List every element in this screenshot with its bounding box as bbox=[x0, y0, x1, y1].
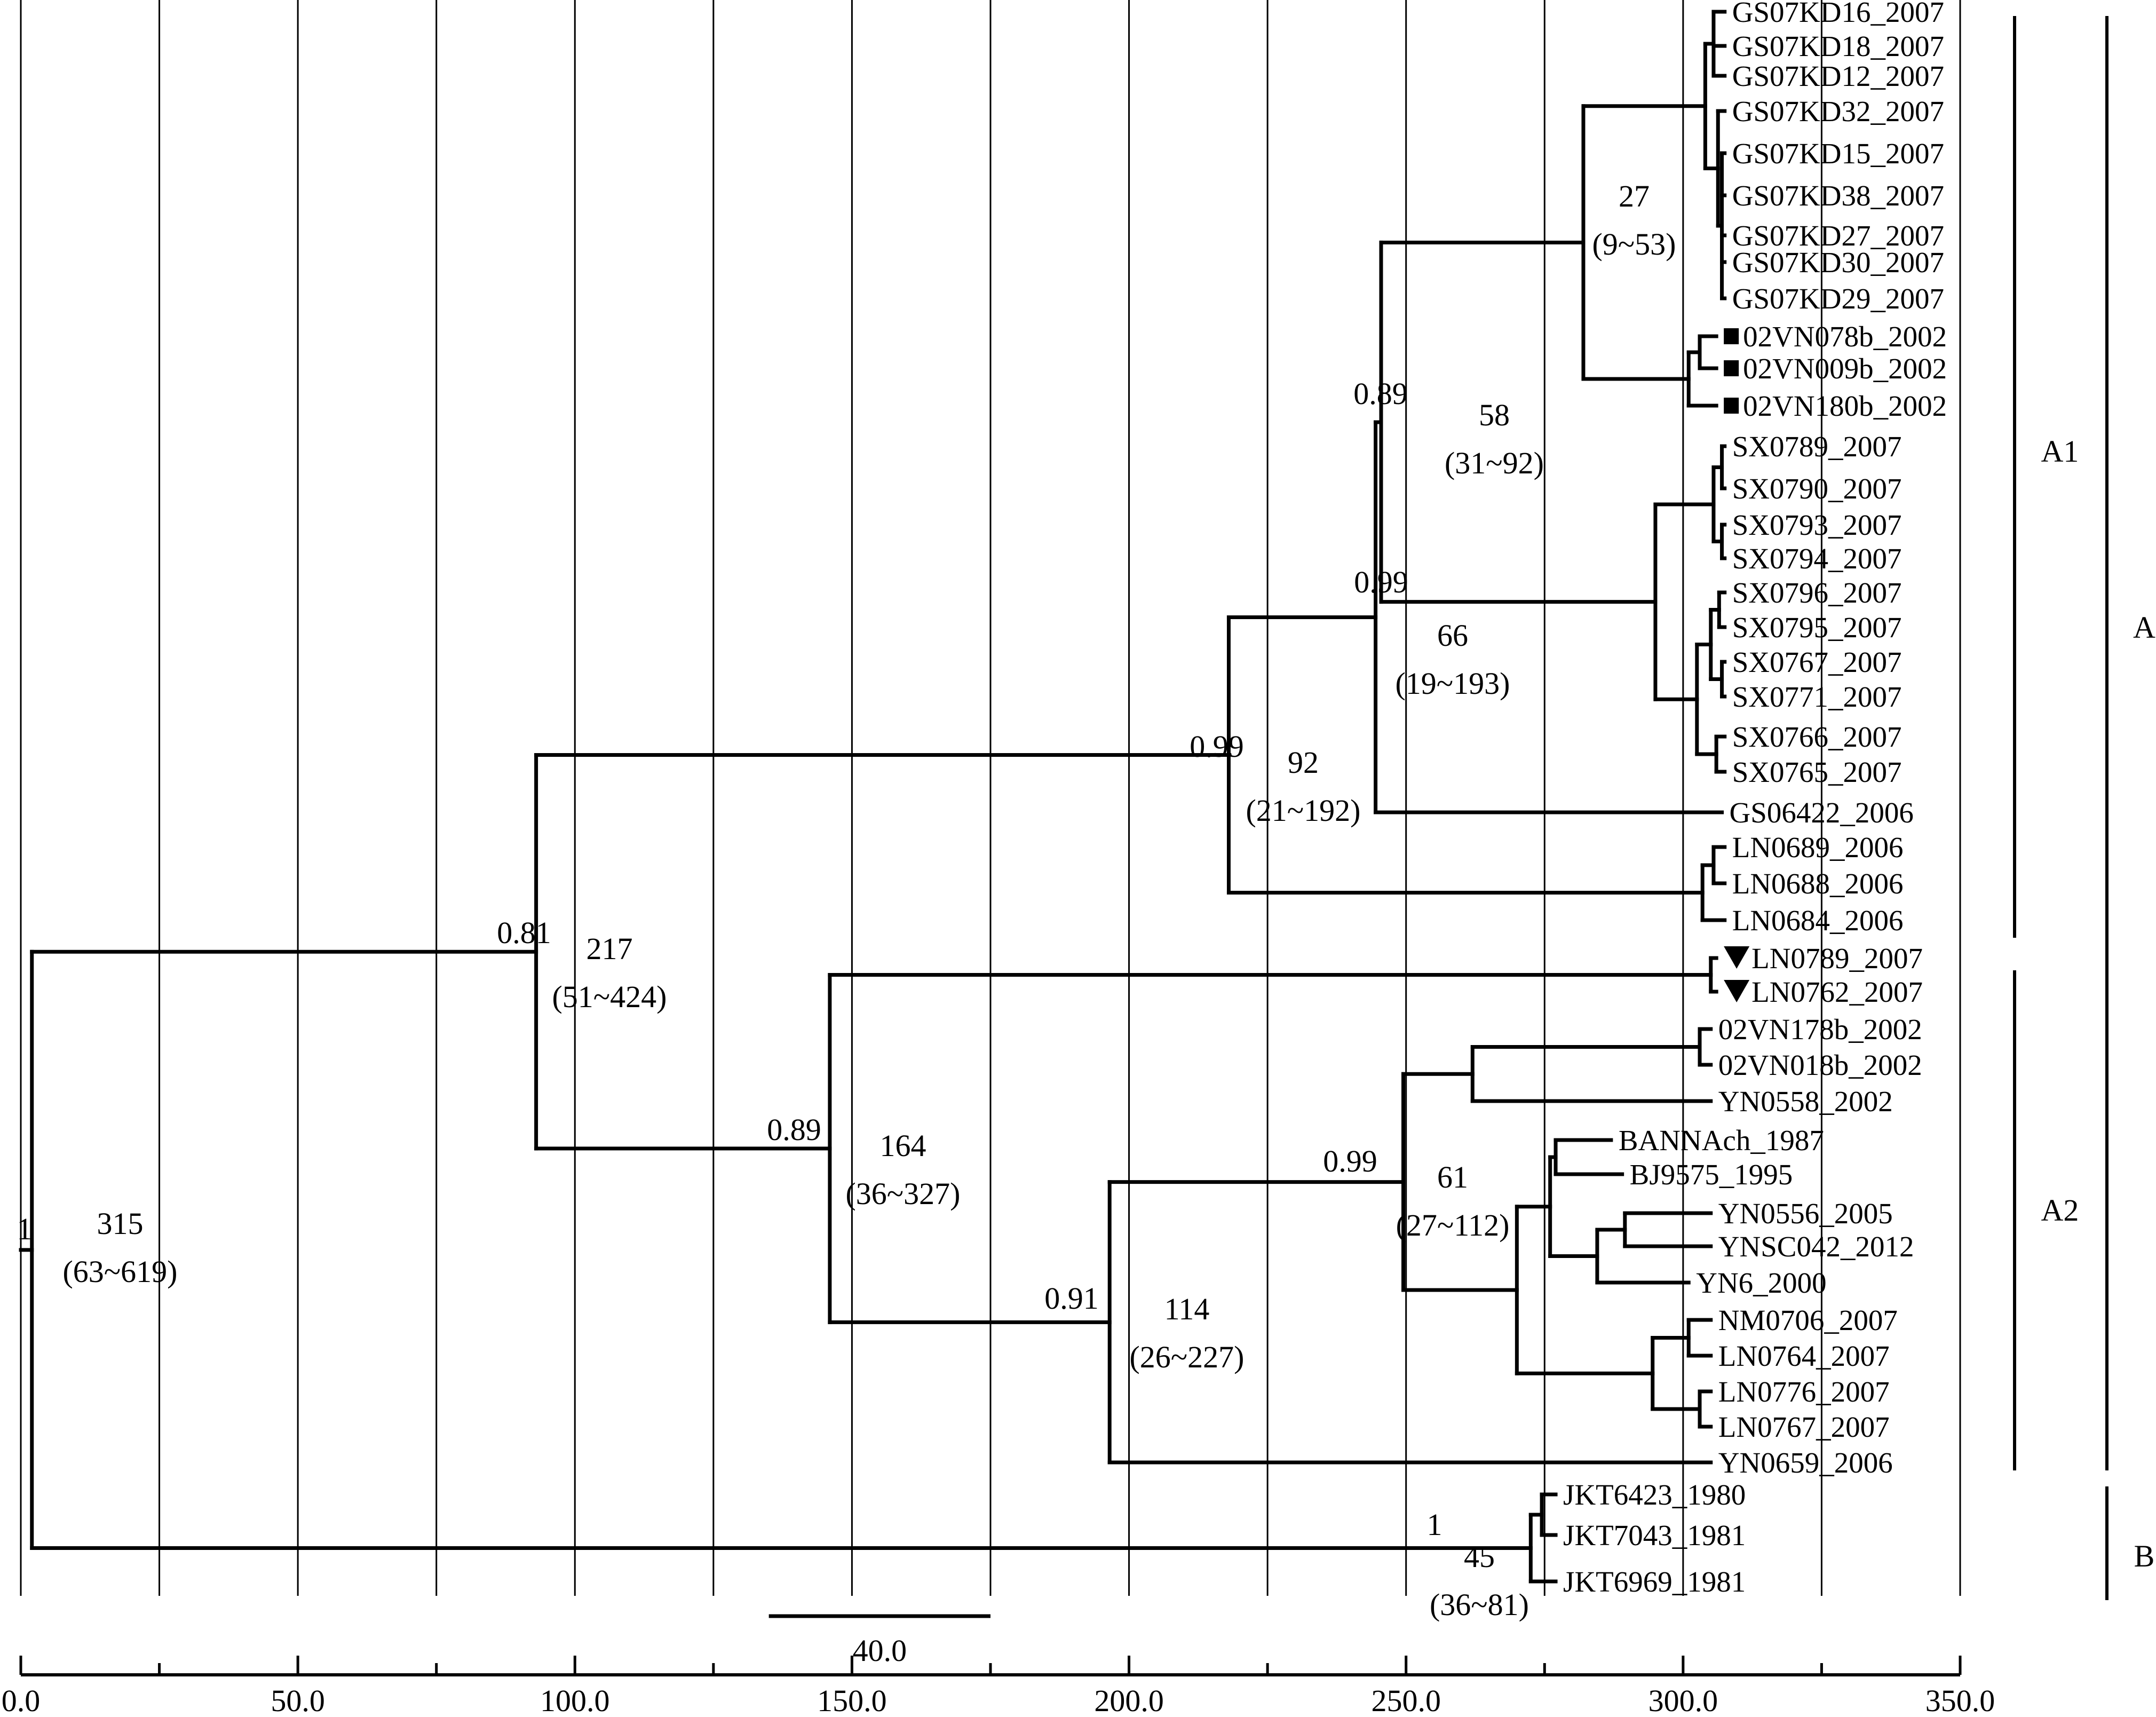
square-marker-icon bbox=[1724, 360, 1739, 376]
leaf-label: YN0556_2005 bbox=[1718, 1197, 1893, 1230]
leaf-label: SX0789_2007 bbox=[1732, 430, 1902, 463]
axis-tick-label: 100.0 bbox=[540, 1683, 610, 1717]
clade-label: A bbox=[2133, 610, 2155, 645]
axis-tick-label: 350.0 bbox=[1925, 1683, 1995, 1717]
leaf-label: SX0765_2007 bbox=[1732, 756, 1902, 788]
leaf-label: LN0689_2006 bbox=[1732, 831, 1904, 864]
leaf-label: JKT7043_1981 bbox=[1563, 1519, 1746, 1552]
node-hpd: (27~112) bbox=[1396, 1208, 1510, 1243]
triangle-marker-icon bbox=[1724, 980, 1750, 1002]
leaf-label: LN0789_2007 bbox=[1751, 942, 1923, 975]
leaf-label: 02VN018b_2002 bbox=[1718, 1049, 1922, 1081]
leaf-label: GS06422_2006 bbox=[1730, 796, 1914, 829]
square-marker-icon bbox=[1724, 328, 1739, 344]
leaf-label: GS07KD29_2007 bbox=[1732, 282, 1944, 315]
node-age: 217 bbox=[586, 931, 633, 966]
leaf-label: SX0794_2007 bbox=[1732, 542, 1902, 575]
node-age: 27 bbox=[1619, 179, 1650, 213]
clade-label: A2 bbox=[2041, 1193, 2079, 1228]
leaf-label: 02VN078b_2002 bbox=[1743, 320, 1947, 353]
axis-tick-label: 0.0 bbox=[2, 1683, 41, 1717]
leaf-label: NM0706_2007 bbox=[1718, 1304, 1898, 1336]
leaf-label: GS07KD12_2007 bbox=[1732, 60, 1944, 92]
axis-tick-label: 300.0 bbox=[1648, 1683, 1718, 1717]
axis-tick-label: 200.0 bbox=[1094, 1683, 1164, 1717]
node-age: 315 bbox=[97, 1206, 144, 1241]
leaf-label: SX0771_2007 bbox=[1732, 681, 1902, 713]
node-annotations: 1 315 (63~619) 0.81 217 (51~424) 0.99 92 (21~192… bbox=[17, 179, 1676, 1622]
leaf-label: GS07KD18_2007 bbox=[1732, 30, 1944, 62]
leaf-label: SX0796_2007 bbox=[1732, 576, 1902, 609]
posterior-support: 0.89 bbox=[767, 1112, 821, 1147]
leaf-label: SX0795_2007 bbox=[1732, 611, 1902, 644]
scale-bar-label: 40.0 bbox=[853, 1633, 907, 1668]
leaf-label: GS07KD16_2007 bbox=[1732, 0, 1944, 28]
triangle-marker-icon bbox=[1724, 946, 1750, 969]
tree-branches bbox=[19, 10, 1727, 1584]
leaf-label: SX0793_2007 bbox=[1732, 509, 1902, 541]
node-age: 92 bbox=[1288, 745, 1319, 780]
axis-tick-label: 50.0 bbox=[271, 1683, 325, 1717]
leaf-label: LN0764_2007 bbox=[1718, 1340, 1890, 1372]
node-age: 114 bbox=[1164, 1292, 1210, 1326]
node-hpd: (9~53) bbox=[1592, 227, 1676, 262]
leaf-label: LN0776_2007 bbox=[1718, 1375, 1890, 1408]
posterior-support: 1 bbox=[17, 1212, 33, 1246]
posterior-support: 0.91 bbox=[1044, 1281, 1099, 1316]
scale-bar: 40.0 bbox=[768, 1614, 990, 1668]
leaf-label: GS07KD32_2007 bbox=[1732, 95, 1944, 128]
posterior-support: 0.99 bbox=[1354, 565, 1408, 599]
posterior-support: 0.99 bbox=[1323, 1144, 1377, 1178]
node-hpd: (51~424) bbox=[552, 979, 667, 1014]
leaf-label: YNSC042_2012 bbox=[1718, 1230, 1914, 1263]
leaf-label: YN6_2000 bbox=[1696, 1267, 1826, 1299]
node-age: 61 bbox=[1437, 1160, 1468, 1194]
leaf-label: GS07KD15_2007 bbox=[1732, 137, 1944, 170]
grid-lines bbox=[20, 0, 1961, 1596]
time-axis: 0.0 50.0 100.0 150.0 200.0 250.0 300.0 350.0 bbox=[2, 1656, 1995, 1717]
posterior-support: 0.89 bbox=[1353, 376, 1408, 411]
leaf-label: 02VN178b_2002 bbox=[1718, 1013, 1922, 1046]
leaf-labels: GS07KD16_2007GS07KD18_2007GS07KD12_2007G… bbox=[1563, 0, 1947, 1598]
node-hpd: (21~192) bbox=[1246, 793, 1360, 828]
axis-tick-label: 250.0 bbox=[1371, 1683, 1441, 1717]
node-hpd: (19~193) bbox=[1395, 666, 1510, 701]
leaf-label: YN0659_2006 bbox=[1718, 1446, 1893, 1479]
leaf-label: 02VN009b_2002 bbox=[1743, 352, 1947, 385]
node-hpd: (26~227) bbox=[1129, 1340, 1244, 1374]
posterior-support: 0.81 bbox=[497, 915, 551, 950]
square-marker-icon bbox=[1724, 398, 1739, 414]
leaf-label: GS07KD38_2007 bbox=[1732, 179, 1944, 212]
leaf-label: SX0790_2007 bbox=[1732, 472, 1902, 505]
node-hpd: (31~92) bbox=[1445, 446, 1544, 480]
leaf-label: 02VN180b_2002 bbox=[1743, 390, 1947, 422]
leaf-label: SX0767_2007 bbox=[1732, 646, 1902, 678]
posterior-support: 0.99 bbox=[1190, 729, 1244, 764]
clade-bars: A1 A2 A B bbox=[2013, 16, 2155, 1600]
leaf-label: LN0767_2007 bbox=[1718, 1411, 1890, 1443]
clade-label: A1 bbox=[2041, 434, 2079, 469]
node-hpd: (36~327) bbox=[845, 1176, 960, 1211]
clade-label: B bbox=[2134, 1539, 2155, 1573]
node-age: 164 bbox=[880, 1128, 926, 1163]
leaf-label: GS07KD30_2007 bbox=[1732, 246, 1944, 279]
leaf-label: BJ9575_1995 bbox=[1630, 1158, 1793, 1191]
node-age: 45 bbox=[1464, 1539, 1495, 1574]
posterior-support: 1 bbox=[1427, 1507, 1442, 1542]
node-hpd: (36~81) bbox=[1430, 1587, 1529, 1622]
leaf-label: LN0684_2006 bbox=[1732, 904, 1904, 937]
leaf-label: SX0766_2007 bbox=[1732, 721, 1902, 753]
leaf-label: LN0688_2006 bbox=[1732, 867, 1904, 900]
leaf-label: GS07KD27_2007 bbox=[1732, 219, 1944, 252]
axis-tick-label: 150.0 bbox=[817, 1683, 887, 1717]
leaf-label: LN0762_2007 bbox=[1751, 976, 1923, 1008]
node-age: 58 bbox=[1479, 398, 1510, 432]
leaf-label: YN0558_2002 bbox=[1718, 1085, 1893, 1118]
leaf-label: JKT6423_1980 bbox=[1563, 1478, 1746, 1511]
leaf-label: JKT6969_1981 bbox=[1563, 1565, 1746, 1598]
node-age: 66 bbox=[1437, 618, 1468, 653]
leaf-label: BANNAch_1987 bbox=[1619, 1124, 1824, 1157]
node-hpd: (63~619) bbox=[62, 1254, 177, 1289]
